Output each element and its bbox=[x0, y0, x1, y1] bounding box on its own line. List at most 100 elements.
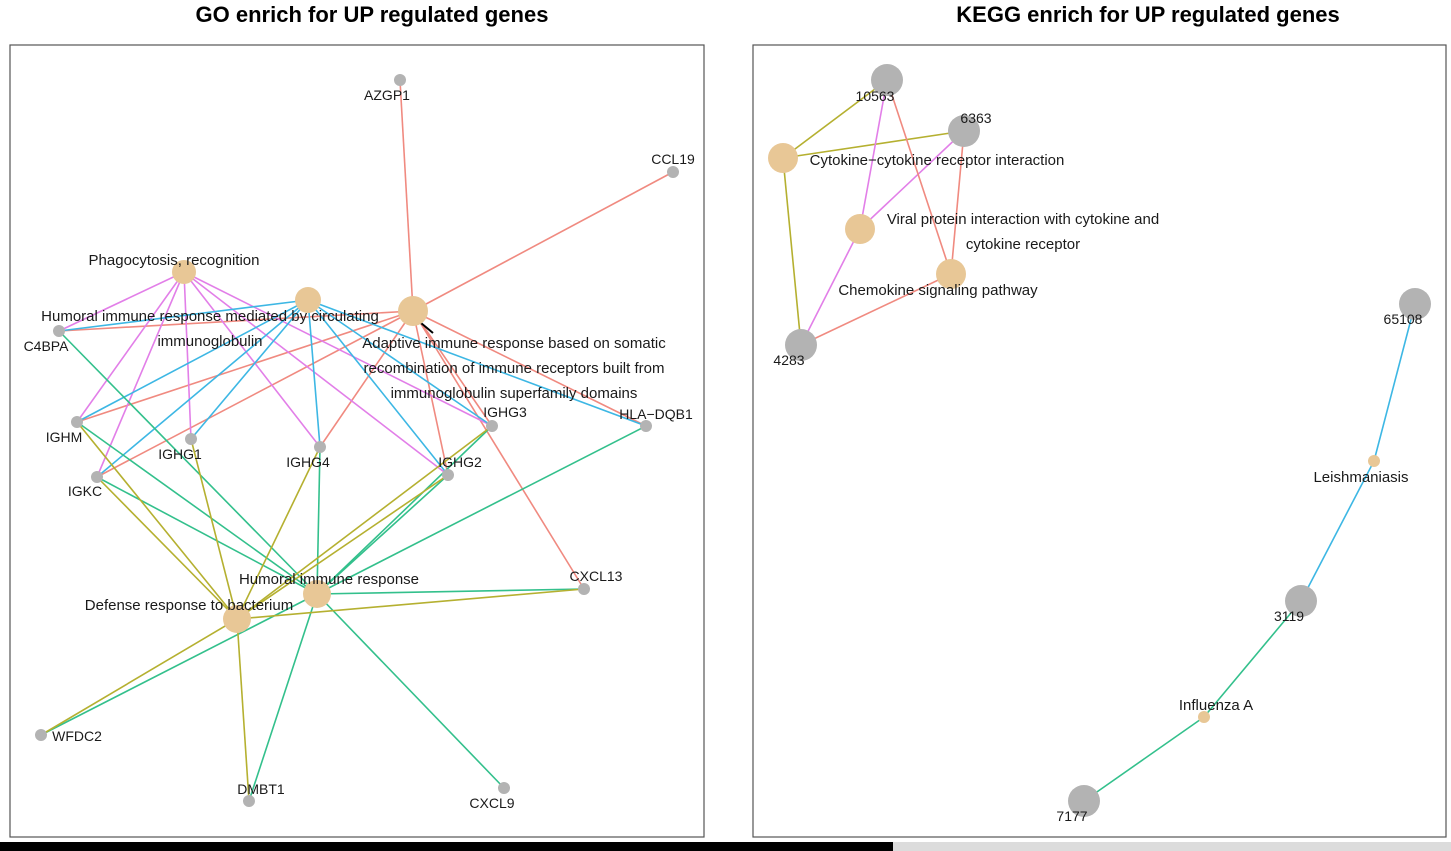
go-term-label-defense: Defense response to bacterium bbox=[85, 597, 293, 614]
go-edge-adaptive-cxcl13 bbox=[412, 310, 585, 590]
go-gene-node-azgp1 bbox=[394, 74, 406, 86]
go-gene-node-igkc bbox=[91, 471, 103, 483]
go-gene-label-cxcl9: CXCL9 bbox=[469, 795, 514, 811]
go-panel-frame bbox=[9, 44, 705, 838]
go-gene-label-ccl19: CCL19 bbox=[651, 151, 695, 167]
go-edge-adaptive-ccl19 bbox=[412, 171, 674, 312]
go-edge-phago-igkc bbox=[96, 271, 185, 478]
go-gene-label-ighg4: IGHG4 bbox=[286, 454, 330, 470]
go-edge-defense-ighg3 bbox=[236, 425, 493, 620]
kegg-term-node-flu bbox=[1198, 711, 1210, 723]
go-gene-label-ighg2: IGHG2 bbox=[438, 454, 482, 470]
go-edge-phago-ighg2 bbox=[183, 271, 449, 476]
go-edge-humoral-wfdc2 bbox=[40, 593, 318, 736]
go-edge-adaptive-igkc bbox=[96, 310, 414, 478]
go-edge-adaptive-ighg3 bbox=[412, 310, 493, 427]
go-term-node-defense bbox=[223, 605, 251, 633]
kegg-gene-node-10563 bbox=[871, 64, 903, 96]
go-gene-node-c4bpa bbox=[53, 325, 65, 337]
kegg-edge-cytokine-6363 bbox=[782, 130, 965, 159]
kegg-term-label-flu: Influenza A bbox=[1179, 697, 1253, 714]
go-edge-humoral-ighm bbox=[76, 421, 318, 595]
kegg-edge-chemokine-10563 bbox=[886, 79, 952, 275]
go-edge-phago-ighg3 bbox=[183, 271, 493, 427]
go-edge-humcirc-ighm bbox=[76, 299, 309, 423]
go-gene-label-igkc: IGKC bbox=[68, 483, 102, 499]
go-edge-humoral-dmbt1 bbox=[248, 593, 318, 802]
kegg-term-label-viral: cytokine receptor bbox=[966, 236, 1080, 253]
go-edge-humoral-ighg4 bbox=[316, 446, 321, 595]
kegg-term-node-cytokine bbox=[768, 143, 798, 173]
go-edge-adaptive-ighm bbox=[76, 310, 414, 423]
go-gene-node-dmbt1 bbox=[243, 795, 255, 807]
kegg-edge-leish-65108 bbox=[1373, 303, 1416, 462]
kegg-gene-label-7177: 7177 bbox=[1056, 808, 1087, 824]
go-edge-humcirc-ighg1 bbox=[190, 299, 309, 440]
go-gene-label-azgp1: AZGP1 bbox=[364, 87, 410, 103]
go-gene-node-ighm bbox=[71, 416, 83, 428]
go-edge-humoral-ighg2 bbox=[316, 474, 449, 595]
kegg-edge-viral-6363 bbox=[859, 130, 965, 230]
scroll-track-filled bbox=[0, 842, 893, 851]
go-gene-node-ccl19 bbox=[667, 166, 679, 178]
go-edge-phago-ighg4 bbox=[183, 271, 321, 448]
go-edge-humoral-hla-dqb1 bbox=[316, 425, 647, 595]
kegg-gene-label-4283: 4283 bbox=[773, 352, 804, 368]
go-gene-node-hla-dqb1 bbox=[640, 420, 652, 432]
go-edge-humoral-c4bpa bbox=[58, 330, 318, 595]
go-gene-label-ighm: IGHM bbox=[46, 429, 83, 445]
network-labels: Phagocytosis, recognition Humoral immune … bbox=[24, 87, 1423, 824]
go-edge-defense-cxcl13 bbox=[236, 588, 585, 620]
go-gene-label-ighg1: IGHG1 bbox=[158, 446, 202, 462]
go-edge-humcirc-ighg2 bbox=[307, 299, 449, 476]
go-edge-humoral-cxcl13 bbox=[316, 588, 585, 595]
go-gene-node-ighg4 bbox=[314, 441, 326, 453]
kegg-edge-chemokine-6363 bbox=[950, 130, 965, 275]
go-edge-defense-ighg1 bbox=[190, 438, 238, 620]
kegg-edge-flu-3119 bbox=[1203, 600, 1302, 718]
kegg-edge-leish-3119 bbox=[1300, 460, 1375, 602]
go-edge-defense-ighg4 bbox=[236, 446, 321, 620]
go-term-label-humcirc: immunoglobulin bbox=[157, 333, 262, 350]
kegg-edge-viral-10563 bbox=[859, 79, 888, 230]
go-term-node-phago bbox=[172, 260, 196, 284]
kegg-edge-flu-7177 bbox=[1083, 716, 1205, 802]
go-gene-label-wfdc2: WFDC2 bbox=[52, 728, 102, 744]
kegg-gene-label-65108: 65108 bbox=[1384, 311, 1423, 327]
kegg-term-label-cytokine: Cytokine−cytokine receptor interaction bbox=[810, 152, 1065, 169]
kegg-term-label-chemokine: Chemokine signaling pathway bbox=[838, 282, 1038, 299]
kegg-edge-chemokine-4283 bbox=[800, 273, 952, 346]
go-edge-humcirc-ighg3 bbox=[307, 299, 493, 427]
go-edge-humoral-ighg3 bbox=[316, 425, 493, 595]
go-term-label-adaptive: recombination of immune receptors built … bbox=[364, 360, 665, 377]
kegg-edge-viral-4283 bbox=[800, 228, 861, 346]
kegg-edge-cytokine-10563 bbox=[782, 79, 888, 159]
go-gene-label-hla-dqb1: HLA−DQB1 bbox=[619, 406, 693, 422]
kegg-term-node-viral bbox=[845, 214, 875, 244]
go-edge-humoral-igkc bbox=[96, 476, 318, 595]
network-edges bbox=[40, 79, 1416, 802]
go-gene-node-cxcl13 bbox=[578, 583, 590, 595]
go-edge-adaptive-c4bpa bbox=[58, 310, 414, 332]
kegg-gene-label-6363: 6363 bbox=[960, 110, 991, 126]
go-term-label-phago: Phagocytosis, recognition bbox=[89, 252, 260, 269]
kegg-term-label-viral: Viral protein interaction with cytokine … bbox=[887, 211, 1159, 228]
kegg-term-node-leish bbox=[1368, 455, 1380, 467]
kegg-gene-node-6363 bbox=[948, 115, 980, 147]
go-edge-defense-ighg2 bbox=[236, 474, 449, 620]
go-term-node-humcirc bbox=[295, 287, 321, 313]
go-edge-adaptive-ighg2 bbox=[412, 310, 449, 476]
go-panel-title: GO enrich for UP regulated genes bbox=[196, 2, 549, 27]
go-edge-phago-ighm bbox=[76, 271, 185, 423]
go-gene-node-cxcl9 bbox=[498, 782, 510, 794]
go-gene-label-dmbt1: DMBT1 bbox=[237, 781, 285, 797]
go-gene-label-cxcl13: CXCL13 bbox=[570, 568, 623, 584]
scroll-track-empty bbox=[893, 842, 1451, 851]
go-gene-node-wfdc2 bbox=[35, 729, 47, 741]
go-term-label-adaptive: immunoglobulin superfamily domains bbox=[391, 385, 638, 402]
kegg-panel-title: KEGG enrich for UP regulated genes bbox=[956, 2, 1339, 27]
go-term-label-humcirc: Humoral immune response mediated by circ… bbox=[41, 308, 379, 325]
kegg-gene-node-7177 bbox=[1068, 785, 1100, 817]
go-edge-adaptive-azgp1 bbox=[399, 79, 414, 312]
